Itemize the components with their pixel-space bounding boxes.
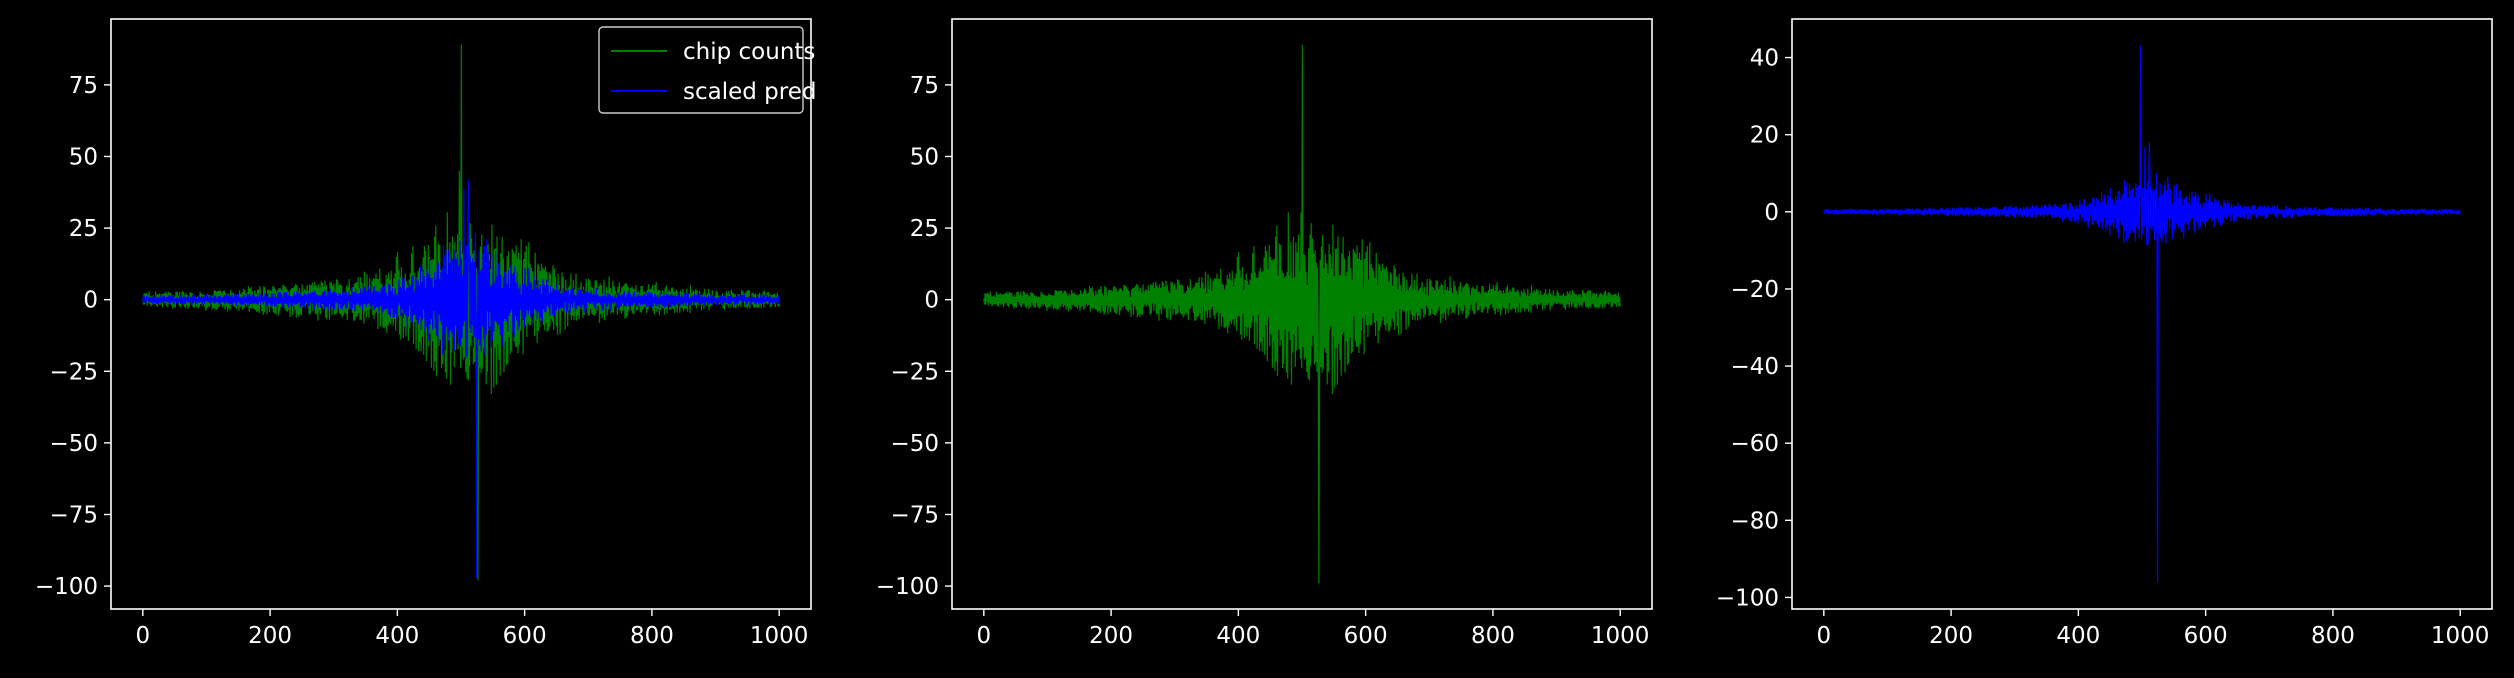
y-tick-label: −80 (1730, 508, 1779, 534)
x-tick-label: 1000 (1591, 623, 1650, 649)
y-tick-label: 0 (1764, 200, 1779, 226)
x-tick-label: 600 (2184, 623, 2228, 649)
y-tick-label: 25 (910, 216, 939, 242)
y-tick-label: 40 (1750, 46, 1779, 72)
legend-label: chip counts (683, 39, 815, 65)
y-tick-label: −60 (1730, 431, 1779, 457)
y-tick-label: −100 (35, 574, 98, 600)
x-tick-label: 200 (248, 623, 292, 649)
y-tick-label: −40 (1730, 354, 1779, 380)
x-tick-label: 0 (976, 623, 991, 649)
y-tick-label: −75 (890, 502, 939, 528)
series-line-pred (1823, 45, 2461, 583)
x-tick-label: 0 (1816, 623, 1831, 649)
y-tick-label: 75 (910, 73, 939, 99)
x-tick-label: 200 (1929, 623, 1973, 649)
x-tick-label: 400 (2056, 623, 2100, 649)
y-tick-label: −100 (876, 574, 939, 600)
x-tick-label: 600 (1344, 623, 1388, 649)
x-tick-label: 0 (135, 623, 150, 649)
axes-frame (110, 18, 812, 610)
x-tick-label: 400 (1216, 623, 1260, 649)
y-tick-label: −50 (890, 431, 939, 457)
chart-2: 0 200 400 600 800 1000 −100 −75 −50 −25 0 25 50 75 (876, 18, 1653, 649)
x-tick-label: 800 (1471, 623, 1515, 649)
y-tick-label: −50 (49, 431, 98, 457)
x-tick-label: 400 (375, 623, 419, 649)
y-tick-label: −25 (890, 359, 939, 385)
x-tick-label: 1000 (750, 623, 809, 649)
x-tick-label: 200 (1089, 623, 1133, 649)
series-line-scaled-pred (142, 179, 780, 578)
y-tick-label: 0 (924, 288, 939, 314)
legend: chip counts scaled pred (598, 26, 816, 114)
y-tick-label: −20 (1730, 277, 1779, 303)
y-tick-label: −25 (49, 359, 98, 385)
x-tick-label: 800 (630, 623, 674, 649)
x-tick-label: 600 (503, 623, 547, 649)
y-tick-label: 50 (910, 144, 939, 170)
series-line-chip (983, 44, 1621, 584)
y-tick-label: −75 (49, 502, 98, 528)
y-tick-label: 20 (1750, 123, 1779, 149)
legend-label: scaled pred (683, 79, 816, 105)
y-tick-label: 0 (83, 288, 98, 314)
axes-frame (951, 18, 1653, 610)
chart-3: 0 200 400 600 800 1000 −100 −80 −60 −40 −20 0 20 40 (1716, 18, 2493, 649)
y-tick-label: −100 (1716, 585, 1779, 611)
chart-1: 0 200 400 600 800 1000 −100 −75 −50 −25 0 25 50 75 chi… (35, 18, 816, 649)
x-tick-label: 1000 (2431, 623, 2490, 649)
axes-frame (1791, 18, 2493, 610)
y-tick-label: 50 (69, 144, 98, 170)
x-tick-label: 800 (2311, 623, 2355, 649)
y-tick-label: 75 (69, 73, 98, 99)
y-tick-label: 25 (69, 216, 98, 242)
